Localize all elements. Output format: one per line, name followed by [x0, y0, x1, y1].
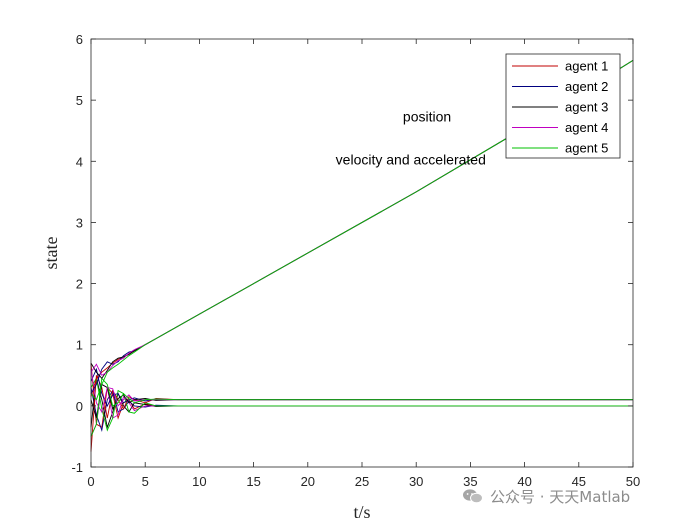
x-tick-label: 35 — [463, 474, 477, 489]
y-tick-label: 4 — [76, 154, 83, 169]
x-tick-label: 20 — [301, 474, 315, 489]
x-tick-label: 10 — [192, 474, 206, 489]
x-tick-label: 40 — [517, 474, 531, 489]
x-tick-label: 0 — [87, 474, 94, 489]
series-5-position-line — [90, 60, 634, 401]
series-layer — [90, 60, 634, 452]
watermark: 公众号 · 天天Matlab — [462, 486, 630, 507]
legend-box — [505, 53, 621, 159]
series-5-acceleration-line — [90, 377, 633, 432]
x-tick-label: 15 — [246, 474, 260, 489]
x-tick-label: 45 — [572, 474, 586, 489]
series-5-velocity-line — [90, 377, 633, 437]
legend-entry: agent 4 — [565, 120, 608, 135]
x-tick-label: 5 — [142, 474, 149, 489]
y-tick-label: 0 — [76, 399, 83, 414]
x-tick-label: 50 — [626, 474, 640, 489]
legend-entry: agent 1 — [565, 59, 608, 74]
y-axis-label: state — [41, 237, 61, 270]
y-tick-label: 2 — [76, 277, 83, 292]
x-tick-label: 30 — [409, 474, 423, 489]
y-tick-label: 6 — [76, 32, 83, 47]
y-tick-label: 5 — [76, 93, 83, 108]
legend-entry: agent 5 — [565, 141, 608, 156]
y-tick-label: -1 — [71, 460, 83, 475]
legend-entry: agent 2 — [565, 79, 608, 94]
watermark-text: 公众号 · 天天Matlab — [490, 488, 631, 506]
annotation-layer: position velocity and accelerated — [336, 109, 486, 168]
annotation: position — [403, 109, 451, 125]
x-tick-label: 25 — [355, 474, 369, 489]
x-axis-label: t/s — [353, 502, 370, 522]
y-tick-label: 3 — [76, 215, 83, 230]
wechat-icon — [463, 489, 483, 504]
y-tick-label: 1 — [76, 338, 83, 353]
legend: agent 1 agent 2 agent 3 agent 4 agent 5 — [505, 53, 621, 159]
annotation: velocity and accelerated — [336, 151, 486, 167]
legend-entry: agent 3 — [565, 100, 608, 115]
